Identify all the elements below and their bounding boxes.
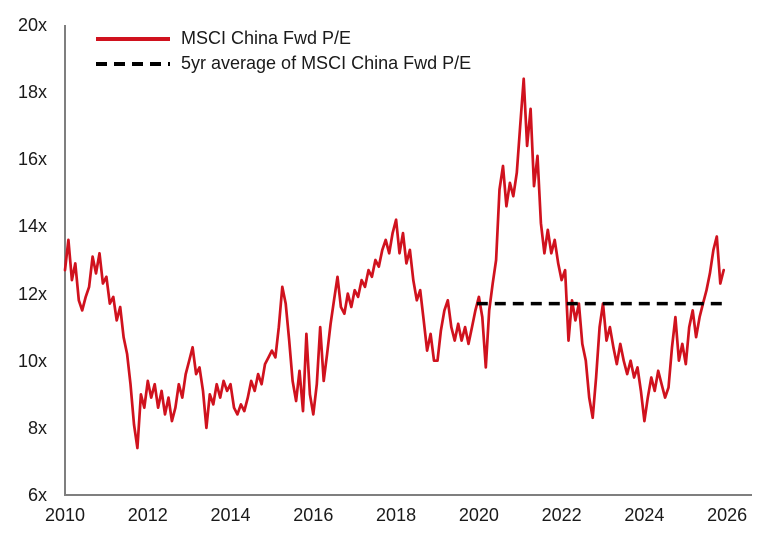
legend-label-msci-china-fwd-pe: MSCI China Fwd P/E	[181, 28, 352, 48]
legend-label-5yr-average: 5yr average of MSCI China Fwd P/E	[181, 53, 472, 73]
y-tick-label: 20x	[17, 15, 47, 35]
y-tick-label: 14x	[17, 216, 47, 237]
chart-legend: MSCI China Fwd P/E 5yr average of MSCI C…	[96, 26, 471, 76]
y-tick-label: 6x	[27, 485, 47, 505]
x-tick-label: 2022	[541, 505, 582, 525]
x-tick-label: 2018	[376, 505, 417, 525]
y-tick-label: 16x	[17, 149, 47, 170]
x-tick-label: 2010	[44, 505, 86, 525]
dashed-black-line-swatch	[96, 61, 170, 66]
y-tick-label: 10x	[17, 350, 47, 371]
legend-item-5yr-average: 5yr average of MSCI China Fwd P/E	[96, 51, 471, 76]
x-tick-label: 2012	[127, 505, 168, 525]
y-tick-label: 12x	[17, 283, 47, 304]
y-tick-label: 8x	[27, 417, 47, 438]
x-tick-label: 2014	[210, 505, 251, 525]
x-tick-label: 2020	[458, 505, 499, 525]
solid-red-line-swatch	[96, 36, 170, 41]
legend-item-msci-china-fwd-pe: MSCI China Fwd P/E	[96, 26, 471, 51]
x-tick-label: 2024	[624, 505, 665, 525]
x-tick-label: 2016	[293, 505, 334, 525]
y-tick-label: 18x	[17, 82, 47, 103]
x-tick-label: 2026	[707, 505, 748, 525]
